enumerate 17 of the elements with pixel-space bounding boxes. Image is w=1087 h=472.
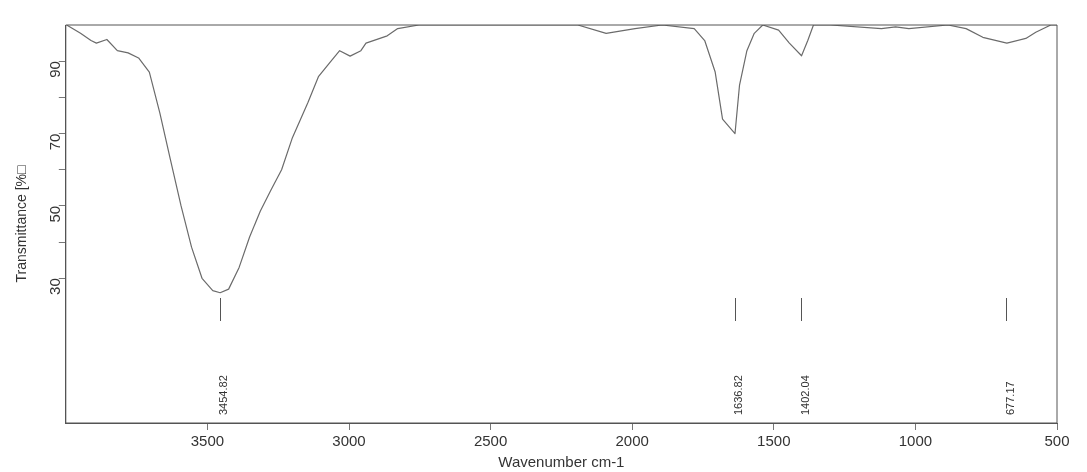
x-tick-label: 1500 [757, 432, 791, 450]
annotation: 1636.82 [732, 375, 745, 415]
annotation: 677.17 [1003, 381, 1016, 415]
annotation: 1402.04 [798, 375, 811, 415]
annotation: 3454.82 [217, 375, 230, 415]
x-tick-label: 2000 [615, 432, 649, 450]
x-axis-title: Wavenumber cm-1 [498, 453, 625, 471]
y-tick-label: 30 [45, 278, 63, 295]
x-tick-label: 1000 [898, 432, 933, 450]
y-tick-label: 90 [45, 61, 63, 78]
y-axis-title: Transmittance [%□ [13, 165, 30, 283]
y-tick-label: 50 [45, 205, 63, 223]
x-tick-label: 2500 [473, 432, 508, 450]
x-tick-label: 500 [1044, 432, 1070, 450]
y-tick-label: 70 [45, 133, 63, 151]
x-tick-label: 3000 [332, 432, 366, 450]
x-tick-label: 3500 [190, 432, 225, 450]
